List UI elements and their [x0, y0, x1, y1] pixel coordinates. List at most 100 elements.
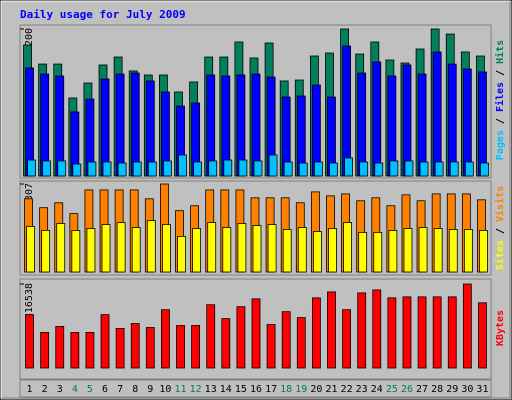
x-tick-label: 5	[87, 384, 93, 395]
x-tick-label: 29	[446, 384, 458, 395]
bar	[462, 283, 472, 369]
bar	[403, 228, 413, 273]
x-tick-label: 14	[220, 384, 232, 395]
legend-entry: Hits	[494, 40, 506, 64]
bar	[116, 222, 126, 273]
bar	[327, 291, 336, 369]
x-tick-label: 12	[190, 384, 202, 395]
x-tick-label: 7	[117, 384, 123, 395]
bar	[462, 68, 472, 177]
bar	[70, 332, 80, 369]
bar	[252, 225, 262, 273]
legend: Sites / Visits	[494, 186, 506, 270]
bar	[86, 228, 96, 273]
x-tick-label: 22	[341, 384, 353, 395]
chart-title: Daily usage for July 2009	[20, 8, 186, 21]
y-tick-label: 17200	[24, 28, 35, 58]
x-tick-label: 25	[386, 384, 398, 395]
bar	[283, 161, 293, 177]
bar	[432, 51, 442, 177]
x-tick-label: 4	[72, 384, 78, 395]
bar	[115, 328, 125, 369]
bar	[298, 162, 308, 177]
bar	[417, 73, 427, 177]
x-tick-label: 23	[356, 384, 368, 395]
bar	[145, 327, 155, 369]
legend-entry: KBytes	[495, 310, 506, 346]
bar	[448, 229, 458, 273]
bar	[238, 159, 248, 177]
y-tick-label: 1307	[24, 183, 35, 207]
bar	[480, 162, 489, 177]
bar	[434, 161, 444, 177]
bar	[387, 297, 397, 369]
bar	[281, 311, 291, 369]
x-tick-label: 16	[250, 384, 262, 395]
bar	[41, 230, 51, 273]
bar	[222, 227, 232, 273]
x-tick-label: 1	[27, 384, 33, 395]
bar	[268, 154, 278, 177]
bar	[163, 160, 172, 177]
bar	[71, 230, 81, 273]
bar	[193, 161, 203, 177]
bar	[223, 159, 233, 177]
bar	[191, 325, 201, 369]
bar	[313, 161, 323, 177]
x-tick-label: 28	[431, 384, 443, 395]
bar	[42, 160, 52, 177]
bar	[221, 318, 231, 369]
bar	[282, 229, 292, 273]
bar	[237, 223, 247, 273]
bar	[463, 229, 473, 273]
bar	[464, 161, 474, 177]
bar	[343, 222, 352, 273]
bar	[297, 227, 307, 273]
bar	[447, 296, 457, 369]
x-tick-label: 30	[461, 384, 473, 395]
bar	[374, 162, 384, 177]
x-tick-label: 18	[280, 384, 292, 395]
bar	[147, 161, 157, 177]
bar	[130, 323, 140, 369]
bar	[40, 332, 50, 369]
bar	[207, 222, 217, 273]
bar	[447, 63, 457, 177]
bar	[402, 64, 412, 177]
x-tick-label: 9	[147, 384, 153, 395]
bar	[312, 231, 322, 273]
bar	[344, 157, 353, 177]
bar	[146, 220, 156, 273]
bar	[329, 162, 338, 177]
legend-separator: /	[495, 222, 506, 240]
x-tick-label: 13	[205, 384, 217, 395]
bar	[176, 325, 185, 369]
bar	[479, 230, 488, 273]
bar	[389, 160, 399, 177]
legend: KBytes	[495, 310, 506, 346]
bar	[100, 314, 110, 369]
bar	[177, 235, 186, 273]
bar	[56, 223, 66, 273]
x-tick-label: 27	[416, 384, 428, 395]
bar	[253, 160, 263, 177]
bar	[206, 304, 216, 369]
x-tick-label: 11	[174, 384, 186, 395]
bar	[101, 224, 111, 273]
bar	[25, 314, 34, 369]
bar	[296, 317, 306, 369]
bar	[388, 230, 398, 273]
bar	[115, 73, 125, 177]
bar	[162, 224, 171, 273]
bar	[372, 61, 382, 177]
bar	[449, 161, 459, 177]
bar	[57, 160, 67, 177]
bar	[419, 161, 429, 177]
bar	[478, 71, 487, 177]
label-band	[19, 379, 492, 398]
x-tick-label: 24	[371, 384, 383, 395]
x-tick-label: 21	[325, 384, 337, 395]
x-tick-label: 6	[102, 384, 108, 395]
bar	[251, 298, 261, 369]
x-tick-label: 8	[132, 384, 138, 395]
